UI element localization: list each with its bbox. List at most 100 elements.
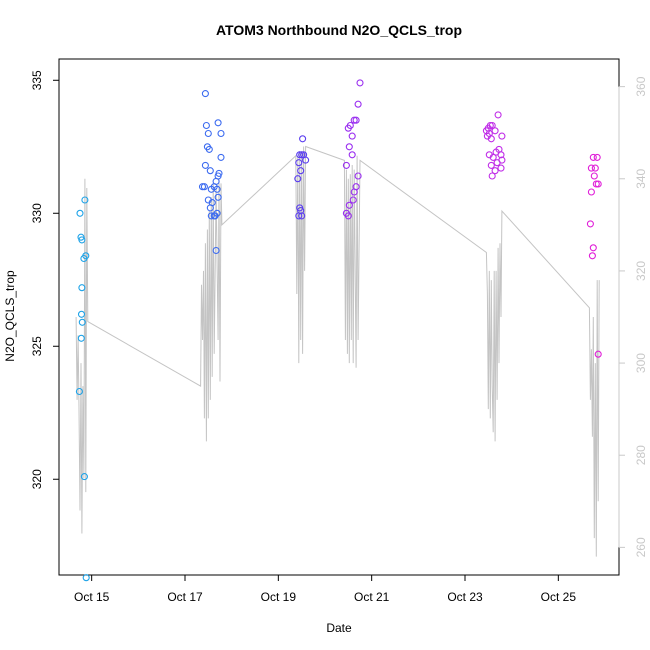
data-point-s3-14 [345,201,353,209]
data-point-s3-10 [354,172,362,180]
line-series-6 [75,145,600,557]
data-point-s5-6 [594,180,602,188]
data-point-s1-14 [200,183,208,191]
data-point-s1-1 [202,121,210,130]
data-point-s3-2 [350,116,358,124]
data-point-s5-5 [592,180,600,188]
data-point-s3-8 [348,151,356,159]
points-layer [75,79,602,582]
axes-layer: Oct 15 Oct 17 Oct 19 Oct 21 Oct 23 Oct 25 320 3… [30,70,648,604]
data-point-s1-18 [214,193,222,201]
data-point-s5-9 [589,244,597,252]
data-point-s5-2 [587,164,595,172]
data-point-s1-3 [214,119,222,127]
data-point-s4-9 [498,132,506,140]
data-point-s2-2 [298,151,306,159]
y-left-tick-label: 330 [30,203,44,223]
data-point-s4-6 [491,127,499,135]
data-point-s0-3 [78,284,86,292]
data-point-s0-2 [78,236,86,244]
data-point-s5-8 [586,220,594,228]
data-point-s5-10 [588,252,596,260]
data-point-s3-13 [349,196,357,204]
data-point-s0-10 [82,252,90,260]
data-point-s1-17 [213,185,221,193]
data-point-s3-1 [354,100,362,108]
y-right-tick-label: 260 [634,537,648,557]
data-point-s4-3 [488,121,496,130]
x-tick-label: Oct 17 [167,590,203,604]
data-point-s2-0 [299,135,307,143]
data-point-s3-16 [344,212,352,220]
data-point-s3-0 [356,79,364,87]
data-point-s4-12 [497,151,505,159]
line-series-layer [75,145,600,557]
y-left-tick-label: 320 [30,469,44,489]
data-point-s2-6 [297,167,305,175]
x-axis-title: Date [326,621,352,635]
data-point-s2-7 [294,175,302,183]
data-point-s1-25 [213,209,221,217]
data-point-s0-4 [77,310,86,318]
data-point-s4-19 [491,167,499,175]
data-point-s4-20 [488,172,496,180]
x-tick-label: Oct 23 [447,590,483,604]
data-point-s1-8 [201,161,209,169]
data-point-s0-6 [77,334,85,342]
data-point-s4-14 [489,153,497,161]
y-right-tick-label: 340 [634,168,648,188]
data-point-s3-6 [348,132,356,140]
data-point-s1-4 [217,129,225,138]
data-point-s1-21 [208,199,216,207]
y-axis-title: N2O_QCLS_trop [3,270,17,362]
data-point-s1-2 [204,129,212,138]
data-point-s4-18 [497,164,505,172]
data-point-s4-17 [487,161,495,169]
data-point-s5-1 [593,153,601,161]
data-point-s5-7 [587,188,595,196]
data-point-s5-0 [589,153,597,161]
y-right-tick-label: 280 [634,445,648,465]
data-point-s4-2 [486,121,494,130]
data-point-s1-7 [217,153,225,161]
data-point-s3-12 [350,188,358,196]
data-point-s4-8 [487,135,495,143]
y-left-tick-label: 335 [30,70,44,90]
y-right-tick-label: 360 [634,76,648,96]
data-point-s1-22 [207,212,215,220]
data-point-s5-11 [594,350,602,358]
y-right-tick-label: 300 [634,353,648,373]
chart-title: ATOM3 Northbound N2O_QCLS_trop [216,22,462,38]
data-point-s2-10 [295,212,303,220]
data-point-s5-4 [590,172,598,180]
data-point-s0-7 [75,387,83,396]
data-point-s1-6 [205,145,213,153]
y-right-tick-label: 320 [634,261,648,281]
data-point-s3-5 [346,121,354,130]
data-point-s1-0 [201,90,209,98]
x-tick-label: Oct 21 [354,590,390,604]
data-point-s3-3 [352,116,360,124]
data-point-s2-4 [302,156,310,164]
x-tick-label: Oct 25 [541,590,577,604]
data-point-s0-0 [76,209,84,217]
data-point-s4-0 [494,111,502,119]
data-point-s3-9 [342,161,350,169]
x-tick-label: Oct 19 [261,590,297,604]
data-point-s4-16 [498,156,506,164]
data-point-s2-11 [298,212,306,220]
data-point-s1-13 [198,183,207,191]
data-point-s2-5 [295,159,303,167]
data-point-s3-7 [345,143,353,151]
data-point-s2-1 [296,151,304,159]
data-point-s1-26 [212,246,220,255]
data-point-s0-11 [80,473,88,481]
data-point-s0-8 [81,196,89,204]
x-tick-label: Oct 15 [74,590,110,604]
plot-frame [58,58,620,576]
data-point-s5-3 [591,164,599,172]
data-point-s0-12 [82,574,90,582]
data-point-s1-9 [206,167,214,175]
